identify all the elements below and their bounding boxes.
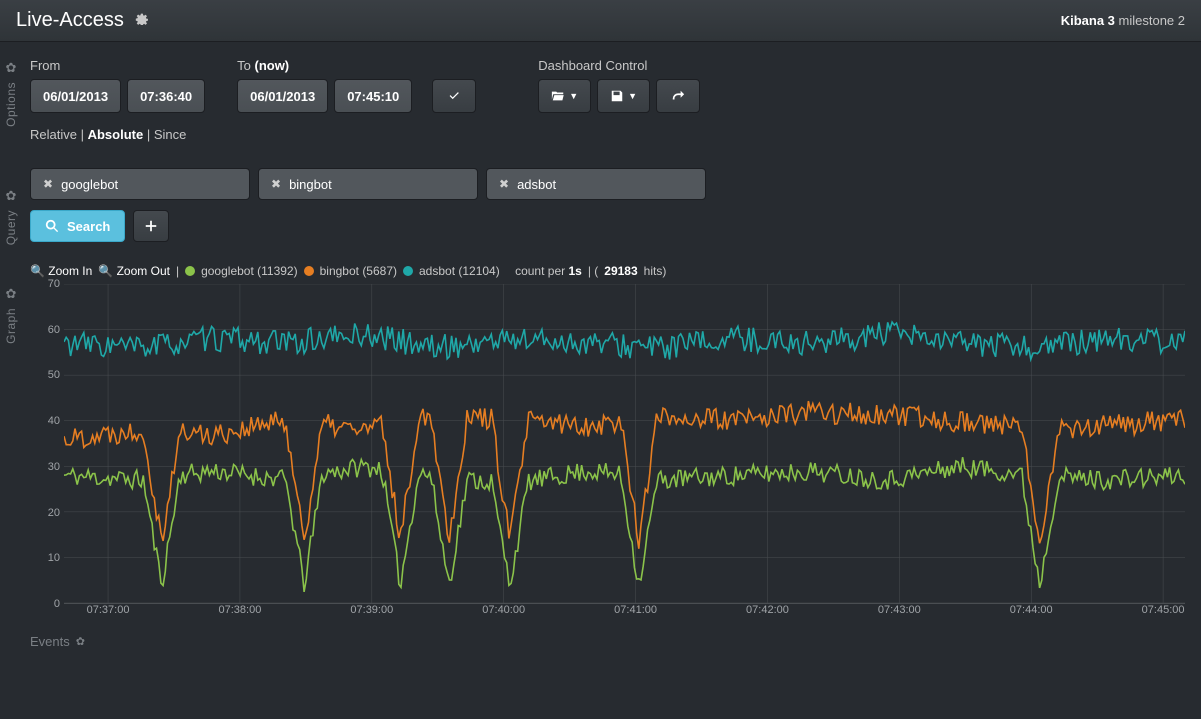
to-label: To (now): [237, 58, 412, 73]
version-label: Kibana 3 milestone 2: [1061, 13, 1185, 28]
side-label-options: ✿ Options: [0, 60, 22, 127]
remove-icon[interactable]: ✖: [271, 177, 281, 191]
apply-time-button[interactable]: [432, 79, 476, 113]
gear-icon[interactable]: ✿: [6, 60, 17, 76]
time-modes: Relative | Absolute | Since: [30, 127, 1185, 142]
gear-icon[interactable]: ✿: [6, 188, 17, 204]
mode-relative[interactable]: Relative: [30, 127, 77, 142]
gear-icon[interactable]: ✿: [76, 635, 85, 648]
legend-dot: [185, 266, 195, 276]
gear-icon[interactable]: ✿: [6, 286, 17, 302]
to-time-input[interactable]: 07:45:10: [334, 79, 412, 113]
search-icon: [45, 219, 59, 233]
time-row: From 06/01/2013 07:36:40 To (now) 06/01/…: [30, 58, 1185, 113]
legend-series[interactable]: googlebot (11392): [201, 264, 298, 278]
query-pill[interactable]: ✖ bingbot: [258, 168, 478, 200]
from-date-input[interactable]: 06/01/2013: [30, 79, 121, 113]
mode-absolute[interactable]: Absolute: [88, 127, 144, 142]
count-label: count per 1s: [515, 264, 582, 278]
share-icon: [671, 89, 685, 103]
x-axis: 07:37:0007:38:0007:39:0007:40:0007:41:00…: [64, 604, 1185, 618]
open-button[interactable]: ▼: [538, 79, 591, 113]
topbar: Live-Access Kibana 3 milestone 2: [0, 0, 1201, 42]
y-axis: 010203040506070: [30, 284, 64, 604]
query-panel: ✖ googlebot ✖ bingbot ✖ adsbot Search: [30, 168, 1185, 242]
to-group: To (now) 06/01/2013 07:45:10: [237, 58, 412, 113]
legend-dot: [304, 266, 314, 276]
chevron-down-icon: ▼: [569, 91, 578, 101]
folder-open-icon: [551, 89, 565, 103]
save-icon: [610, 89, 624, 103]
remove-icon[interactable]: ✖: [499, 177, 509, 191]
side-label-graph: ✿ Graph: [0, 286, 22, 344]
pill-label: bingbot: [289, 177, 332, 192]
search-button[interactable]: Search: [30, 210, 125, 242]
series-adsbot[interactable]: [64, 322, 1185, 359]
plus-icon: [144, 219, 158, 233]
from-group: From 06/01/2013 07:36:40: [30, 58, 205, 113]
legend-dot: [403, 266, 413, 276]
dashboard-title: Live-Access: [16, 9, 124, 32]
chart: 010203040506070 07:37:0007:38:0007:39:00…: [30, 284, 1185, 618]
to-date-input[interactable]: 06/01/2013: [237, 79, 328, 113]
save-button[interactable]: ▼: [597, 79, 650, 113]
zoom-out-button[interactable]: 🔍 Zoom Out: [98, 264, 170, 278]
dashboard-label: Dashboard Control: [538, 58, 700, 73]
query-pill[interactable]: ✖ adsbot: [486, 168, 706, 200]
legend-series[interactable]: adsbot (12104): [419, 264, 500, 278]
zoom-in-button[interactable]: 🔍 Zoom In: [30, 264, 92, 278]
legend-series[interactable]: bingbot (5687): [320, 264, 397, 278]
query-pill[interactable]: ✖ googlebot: [30, 168, 250, 200]
remove-icon[interactable]: ✖: [43, 177, 53, 191]
check-icon: [447, 89, 461, 103]
from-label: From: [30, 58, 205, 73]
plot-area[interactable]: [64, 284, 1185, 604]
pill-label: adsbot: [517, 177, 556, 192]
pill-label: googlebot: [61, 177, 118, 192]
series-googlebot[interactable]: [64, 457, 1185, 592]
from-time-input[interactable]: 07:36:40: [127, 79, 205, 113]
mode-since[interactable]: Since: [154, 127, 187, 142]
share-button[interactable]: [656, 79, 700, 113]
events-header[interactable]: Events ✿: [30, 634, 1185, 649]
search-label: Search: [67, 219, 110, 234]
graph-panel: 🔍 Zoom In🔍 Zoom Out | googlebot (11392) …: [30, 264, 1185, 618]
chevron-down-icon: ▼: [628, 91, 637, 101]
side-label-query: ✿ Query: [0, 188, 22, 245]
gear-icon[interactable]: [134, 11, 148, 30]
hits-count: 29183: [604, 264, 637, 278]
add-query-button[interactable]: [133, 210, 169, 242]
